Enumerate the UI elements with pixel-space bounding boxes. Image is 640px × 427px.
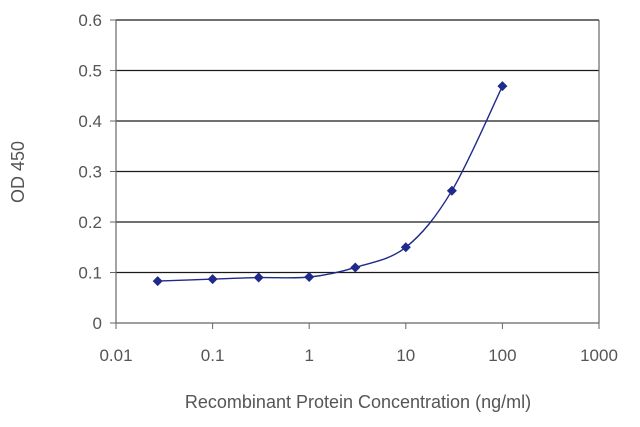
y-tick-label-4: 0.4 bbox=[78, 112, 102, 131]
y-axis-label: OD 450 bbox=[8, 141, 28, 203]
y-tick-label-1: 0.1 bbox=[78, 264, 102, 283]
data-point-0 bbox=[152, 276, 163, 287]
data-point-7 bbox=[497, 81, 508, 92]
y-tick-label-6: 0.6 bbox=[78, 11, 102, 30]
y-tick-label-0: 0 bbox=[93, 314, 102, 333]
x-axis-label: Recombinant Protein Concentration (ng/ml… bbox=[185, 392, 531, 412]
x-tick-label-3: 10 bbox=[396, 346, 415, 365]
data-point-3 bbox=[304, 272, 315, 283]
gridlines bbox=[116, 19, 599, 274]
data-point-5 bbox=[400, 242, 411, 253]
data-point-2 bbox=[253, 272, 264, 283]
y-tick-label-5: 0.5 bbox=[78, 62, 102, 81]
y-axis-ticks: 0 0.1 0.2 0.3 0.4 0.5 0.6 bbox=[78, 11, 116, 333]
y-tick-label-3: 0.3 bbox=[78, 163, 102, 182]
data-point-6 bbox=[446, 185, 457, 196]
x-tick-label-0: 0.01 bbox=[99, 346, 132, 365]
x-tick-label-4: 100 bbox=[488, 346, 516, 365]
x-tick-label-2: 1 bbox=[304, 346, 313, 365]
x-axis-ticks: 0.01 0.1 1 10 100 1000 bbox=[99, 323, 618, 365]
data-point-4 bbox=[350, 262, 361, 273]
x-tick-label-5: 1000 bbox=[580, 346, 618, 365]
data-point-1 bbox=[207, 274, 218, 285]
data-points bbox=[152, 81, 508, 287]
x-tick-label-1: 0.1 bbox=[201, 346, 225, 365]
y-tick-label-2: 0.2 bbox=[78, 213, 102, 232]
